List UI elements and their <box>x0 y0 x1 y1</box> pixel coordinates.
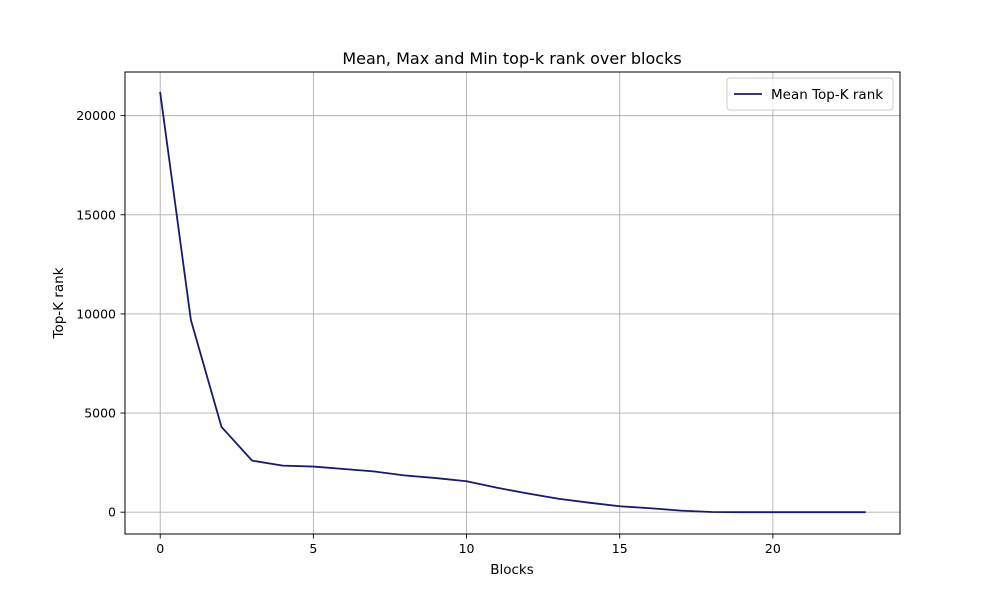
y-tick-label: 0 <box>108 505 116 520</box>
tick-layer: 0 5 10 15 20 0 5000 10000 15000 20000 <box>76 108 781 556</box>
legend-box <box>726 77 894 111</box>
y-tick-label: 10000 <box>76 306 116 321</box>
series-line-mean-top-k-rank <box>159 91 866 514</box>
x-tick-label: 20 <box>765 541 781 556</box>
x-tick-label: 10 <box>459 541 475 556</box>
x-axis-label: Blocks <box>490 562 534 578</box>
legend-label: Mean Top-K rank <box>771 87 883 103</box>
x-tick-label: 0 <box>156 541 164 556</box>
grid-layer <box>125 72 900 534</box>
series-layer <box>159 91 866 514</box>
y-tick-label: 15000 <box>76 207 116 222</box>
y-axis-label: Top-K rank <box>51 267 67 339</box>
plot-frame <box>124 71 901 535</box>
chart-title: Mean, Max and Min top-k rank over blocks <box>342 49 681 68</box>
x-tick-label: 15 <box>612 541 628 556</box>
y-tick-label: 5000 <box>84 406 116 421</box>
x-tick-label: 5 <box>309 541 317 556</box>
y-tick-label: 20000 <box>76 108 116 123</box>
legend: Mean Top-K rank <box>726 77 894 111</box>
